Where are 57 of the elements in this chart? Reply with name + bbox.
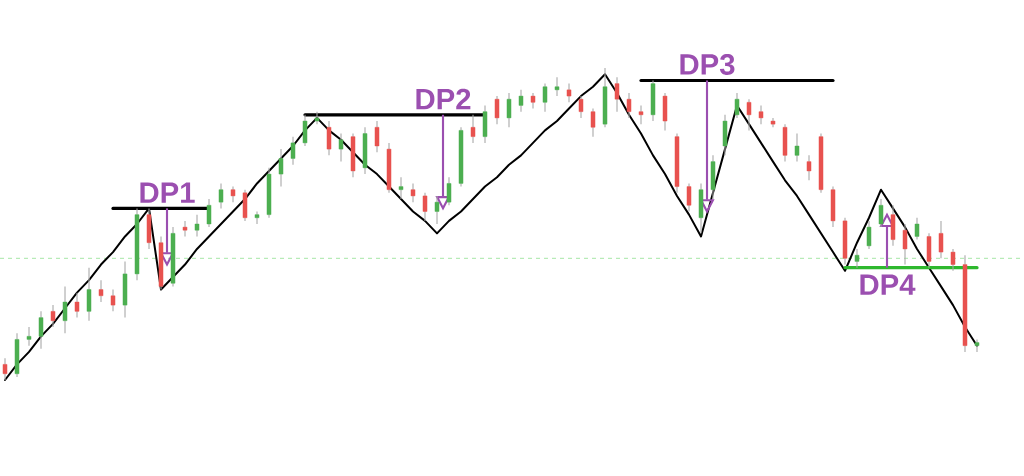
candlestick [26,326,32,347]
annotation: DP3 [680,54,735,75]
candlestick [218,182,224,209]
candlestick [686,182,692,213]
candlestick [326,120,332,156]
candlestick [806,154,812,181]
candlestick [794,132,800,163]
candlestick [974,338,980,353]
candlestick [626,92,632,119]
candlestick [446,176,452,206]
candlestick [758,104,764,125]
candlestick [374,120,380,153]
candlestick [50,304,56,328]
candlestick [278,148,284,188]
candlestick [506,92,512,128]
annotation: DP1 [140,182,195,203]
annotation: DP2 [416,88,471,110]
candlestick [206,198,212,228]
candlestick [938,220,944,259]
candlestick [470,114,476,144]
candlestick [98,279,104,303]
candlestick [182,220,188,238]
candlestick [590,108,596,138]
candlestick [410,182,416,203]
candlestick [338,132,344,163]
candlestick [398,176,404,200]
candlestick [866,220,872,250]
candlestick [554,76,560,97]
candlestick [746,98,752,131]
candlestick [902,223,908,266]
annotation: DP4 [860,274,916,295]
candlestick [542,83,548,113]
candlestick [914,217,920,241]
candlestick [38,310,44,350]
candlestick [854,248,860,269]
candlestick [290,136,296,166]
candlestick [734,92,740,119]
candlestick [638,104,644,125]
candlestick [878,198,884,228]
candlestick [422,192,428,222]
candlestick [566,83,572,103]
candlestick [110,288,116,312]
candlestick [194,214,200,238]
candlestick [302,114,308,147]
candlestick [494,95,500,125]
candlestick [314,111,320,125]
candlestick [530,92,536,110]
candlestick [86,267,92,322]
candlestick [518,89,524,113]
candlestick [434,195,440,225]
candlestick [254,210,260,225]
candlestick [614,76,620,113]
candlestick [950,248,956,272]
candlestick [74,292,80,319]
candlestick [578,95,584,119]
candlestick [62,285,68,334]
candlestick [2,357,8,381]
